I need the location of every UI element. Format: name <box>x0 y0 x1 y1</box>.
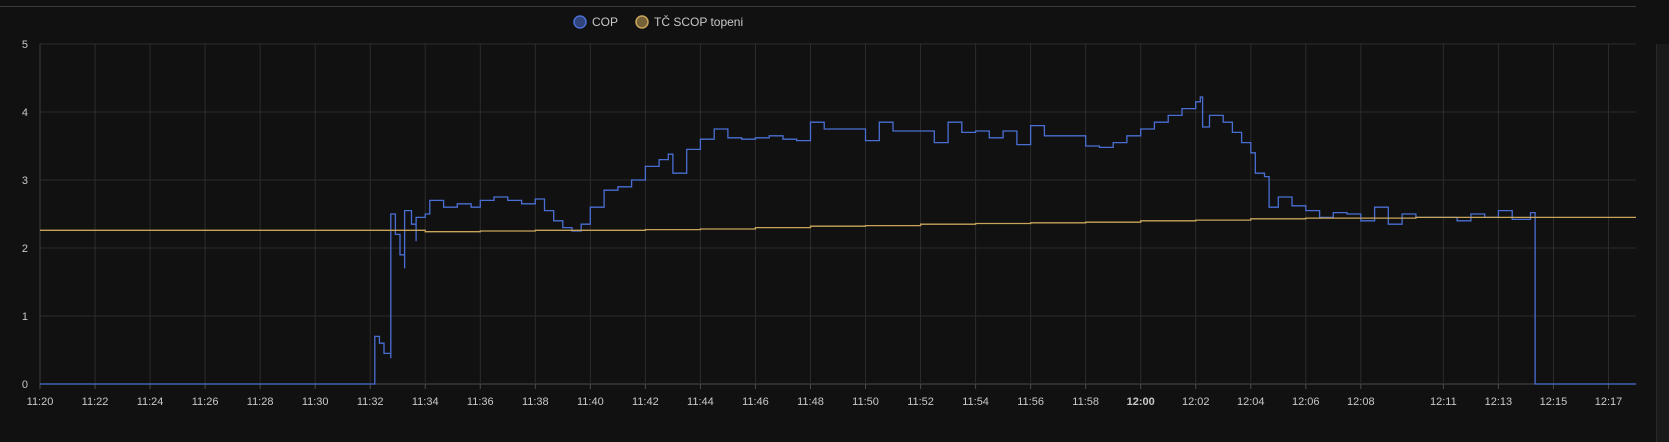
y-tick-label: 1 <box>22 311 28 323</box>
x-tick-label: 12:00 <box>1127 396 1155 408</box>
x-tick-label: 11:52 <box>907 396 934 408</box>
x-tick-label: 11:24 <box>137 396 164 408</box>
legend-item: COP <box>573 15 618 29</box>
x-tick-label: 12:11 <box>1430 396 1457 408</box>
x-tick-label: 12:02 <box>1182 396 1210 408</box>
chart-legend: COP TČ SCOP topeni <box>573 14 743 29</box>
x-tick-label: 12:15 <box>1540 396 1568 408</box>
y-tick-label: 2 <box>22 243 28 255</box>
x-tick-label: 11:22 <box>82 396 109 408</box>
legend-item: TČ SCOP topeni <box>635 14 743 29</box>
x-tick-label: 11:32 <box>357 396 384 408</box>
card-divider <box>0 6 1636 7</box>
x-tick-label: 11:50 <box>852 396 879 408</box>
y-tick-label: 0 <box>22 379 28 391</box>
x-tick-label: 11:34 <box>412 396 439 408</box>
legend-label: TČ SCOP topeni <box>654 14 743 29</box>
chart-grid <box>39 43 1636 389</box>
x-tick-label: 12:06 <box>1292 396 1320 408</box>
series-layer <box>40 96 1636 385</box>
x-tick-label: 11:20 <box>27 396 54 408</box>
y-axis: 0 1 2 3 4 5 <box>22 39 28 391</box>
x-tick-label: 11:38 <box>522 396 549 408</box>
x-tick-label: 12:17 <box>1595 396 1623 408</box>
x-tick-label: 11:56 <box>1017 396 1044 408</box>
x-tick-label: 12:04 <box>1237 396 1265 408</box>
x-tick-label: 12:08 <box>1347 396 1375 408</box>
series-line-1 <box>40 216 1636 233</box>
x-tick-label: 11:26 <box>192 396 219 408</box>
x-tick-label: 12:13 <box>1485 396 1513 408</box>
x-tick-label: 11:48 <box>797 396 824 408</box>
x-tick-label: 11:54 <box>962 396 989 408</box>
legend-swatch <box>635 15 649 29</box>
y-tick-label: 3 <box>22 175 28 187</box>
legend-swatch <box>573 15 587 29</box>
legend-label: COP <box>592 15 618 29</box>
scrollbar[interactable] <box>1656 44 1669 442</box>
x-tick-label: 11:36 <box>467 396 494 408</box>
y-tick-label: 4 <box>22 107 28 119</box>
x-tick-label: 11:42 <box>632 396 659 408</box>
series-line-0 <box>40 96 1636 385</box>
x-tick-label: 11:46 <box>742 396 769 408</box>
y-tick-label: 5 <box>22 39 28 51</box>
x-tick-label: 11:44 <box>687 396 714 408</box>
x-tick-label: 11:40 <box>577 396 604 408</box>
x-axis: 11:20 11:22 11:24 11:26 11:28 11:30 11:32 11:34… <box>27 396 1623 408</box>
x-tick-label: 11:30 <box>302 396 329 408</box>
x-tick-label: 11:58 <box>1072 396 1099 408</box>
x-tick-label: 11:28 <box>247 396 274 408</box>
